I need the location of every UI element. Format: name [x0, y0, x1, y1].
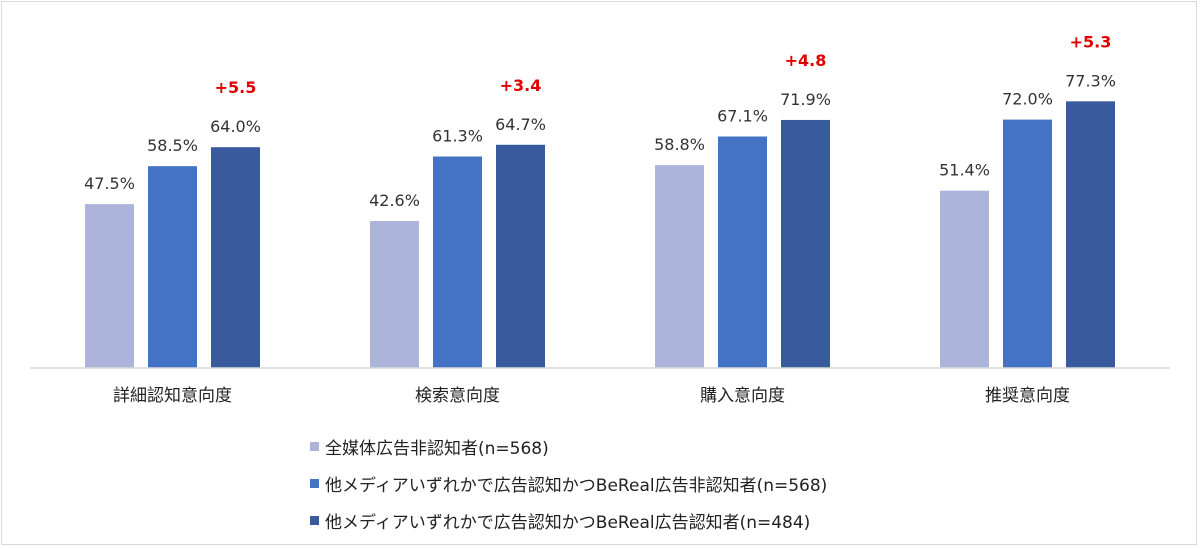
bar [148, 166, 197, 368]
data-label: 71.9% [780, 90, 831, 109]
legend-item: 全媒体広告非認知者(n=568) [310, 428, 1010, 465]
bar [655, 165, 704, 368]
diff-label: +3.4 [500, 76, 542, 95]
legend-item: 他メディアいずれかで広告認知かつBeReal広告非認知者(n=568) [310, 465, 1010, 502]
data-label: 77.3% [1065, 71, 1116, 90]
legend-swatch-series-3 [310, 516, 319, 525]
data-label: 64.0% [210, 117, 261, 136]
diff-label: +5.3 [1070, 32, 1112, 51]
bar [433, 156, 482, 368]
category-label: 詳細認知意向度 [113, 386, 232, 406]
bar [1066, 101, 1115, 368]
data-label: 47.5% [84, 174, 135, 193]
bar [496, 144, 545, 368]
data-label: 58.8% [654, 135, 705, 154]
data-label: 67.1% [717, 107, 768, 126]
data-label: 72.0% [1002, 90, 1053, 109]
bar [940, 190, 989, 368]
legend-label: 全媒体広告非認知者(n=568) [325, 439, 549, 459]
diff-label: +5.5 [215, 78, 257, 97]
legend-swatch-series-1 [310, 442, 319, 451]
data-label: 42.6% [369, 191, 420, 210]
legend-swatch-series-2 [310, 479, 319, 488]
bar [781, 119, 830, 368]
bar [85, 204, 134, 368]
category-label: 購入意向度 [700, 386, 785, 406]
data-label: 61.3% [432, 127, 483, 146]
bar [370, 221, 419, 368]
category-label: 推奨意向度 [985, 386, 1070, 406]
bar [211, 147, 260, 368]
bar [1003, 119, 1052, 368]
legend-label: 他メディアいずれかで広告認知かつBeReal広告認知者(n=484) [325, 513, 811, 533]
category-label: 検索意向度 [415, 386, 500, 406]
legend-item: 他メディアいずれかで広告認知かつBeReal広告認知者(n=484) [310, 502, 1010, 539]
bar [718, 136, 767, 368]
diff-label: +4.8 [785, 51, 827, 70]
legend: 全媒体広告非認知者(n=568) 他メディアいずれかで広告認知かつBeReal広… [310, 428, 1010, 539]
data-label: 51.4% [939, 161, 990, 180]
legend-label: 他メディアいずれかで広告認知かつBeReal広告非認知者(n=568) [325, 476, 828, 496]
data-label: 64.7% [495, 115, 546, 134]
data-label: 58.5% [147, 136, 198, 155]
